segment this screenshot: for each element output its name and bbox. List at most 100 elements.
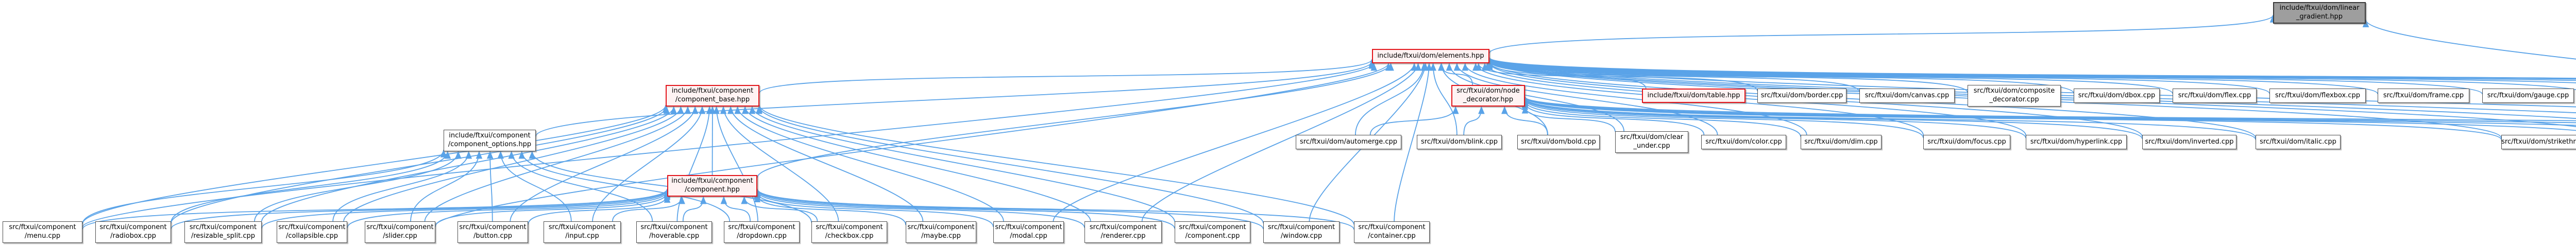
- graph-node-button_cpp[interactable]: src/ftxui/component/button.cpp: [457, 221, 528, 243]
- graph-node-label: include/ftxui/dom/table.hpp: [1647, 91, 1740, 99]
- graph-node-label: src/ftxui/component: [728, 223, 795, 232]
- graph-node-label: src/ftxui/dom/gauge.cpp: [2487, 91, 2569, 99]
- graph-node-component_base_hpp[interactable]: include/ftxui/component/component_base.h…: [666, 85, 759, 107]
- graph-node-label: src/ftxui/component: [99, 223, 167, 232]
- edge-node_decorator_hpp-to-elements_hpp: [1437, 63, 1473, 85]
- graph-node-label: /modal.cpp: [1010, 232, 1047, 240]
- graph-node-composite_decorator_cpp[interactable]: src/ftxui/dom/composite _decorator.cpp: [1968, 85, 2061, 107]
- graph-node-frame_cpp[interactable]: src/ftxui/dom/frame.cpp: [2378, 89, 2469, 103]
- edge-modal_cpp-to-component_base_hpp: [734, 106, 1004, 222]
- graph-node-canvas_cpp[interactable]: src/ftxui/dom/canvas.cpp: [1859, 89, 1955, 103]
- graph-node-node_decorator_hpp[interactable]: src/ftxui/dom/node _decorator.hpp: [1451, 85, 1525, 107]
- graph-node-label: include/ftxui/dom/elements.hpp: [1377, 51, 1484, 60]
- graph-node-label: src/ftxui/dom/flexbox.cpp: [2275, 91, 2360, 99]
- graph-node-label: src/ftxui/dom/inverted.cpp: [2145, 137, 2234, 146]
- graph-node-label: src/ftxui/component: [1089, 223, 1157, 232]
- graph-node-modal_cpp[interactable]: src/ftxui/component/modal.cpp: [993, 221, 1064, 243]
- graph-node-hyperlink_cpp[interactable]: src/ftxui/dom/hyperlink.cpp: [2026, 135, 2127, 149]
- graph-node-border_cpp[interactable]: src/ftxui/dom/border.cpp: [1757, 89, 1846, 103]
- graph-node-focus_cpp[interactable]: src/ftxui/dom/focus.cpp: [1923, 135, 2010, 149]
- graph-node-elements_hpp[interactable]: include/ftxui/dom/elements.hpp: [1372, 49, 1489, 63]
- graph-node-inverted_cpp[interactable]: src/ftxui/dom/inverted.cpp: [2142, 135, 2236, 149]
- edge-linear_gradient_cpp-to-node_decorator_hpp: [1522, 96, 2576, 121]
- graph-node-lg_hpp[interactable]: include/ftxui/dom/linear _gradient.hpp: [2273, 2, 2366, 24]
- graph-node-label: src/ftxui/component: [459, 223, 527, 232]
- graph-node-blink_cpp[interactable]: src/ftxui/dom/blink.cpp: [1417, 135, 1502, 149]
- graph-node-input_cpp[interactable]: src/ftxui/component/input.cpp: [544, 221, 621, 243]
- graph-node-dim_cpp[interactable]: src/ftxui/dom/dim.cpp: [1801, 135, 1882, 149]
- graph-node-dropdown_cpp[interactable]: src/ftxui/component/dropdown.cpp: [724, 221, 800, 243]
- edge-strikethrough_cpp-to-node_decorator_hpp: [1522, 97, 2502, 140]
- graph-node-component_hpp[interactable]: include/ftxui/component/component.hpp: [667, 175, 757, 197]
- edge-component_cpp-to-component_hpp: [754, 189, 1175, 229]
- graph-node-label: src/ftxui/component: [1267, 223, 1335, 232]
- edge-maybe_cpp-to-component_hpp: [754, 194, 906, 225]
- graph-node-window_cpp[interactable]: src/ftxui/component/window.cpp: [1263, 221, 1340, 243]
- graph-node-flexbox_cpp[interactable]: src/ftxui/dom/flexbox.cpp: [2269, 89, 2366, 103]
- edge-button_cpp-to-component_hpp: [528, 195, 671, 225]
- graph-node-gauge_cpp[interactable]: src/ftxui/dom/gauge.cpp: [2482, 89, 2574, 103]
- edge-renderer_cpp-to-component_base_hpp: [741, 106, 1091, 222]
- graph-node-bold_cpp[interactable]: src/ftxui/dom/bold.cpp: [1517, 135, 1600, 149]
- graph-node-label: /component_base.hpp: [675, 96, 750, 103]
- edge-selection_style_cpp-to-node_decorator_hpp: [1522, 96, 2576, 124]
- graph-node-container_cpp[interactable]: src/ftxui/component/container.cpp: [1354, 221, 1430, 243]
- graph-node-color_cpp[interactable]: src/ftxui/dom/color.cpp: [1701, 135, 1786, 149]
- graph-node-resizable_split_cpp[interactable]: src/ftxui/component/resizable_split.cpp: [184, 221, 262, 243]
- graph-node-label: /component.hpp: [685, 186, 740, 194]
- graph-node-dbox_cpp[interactable]: src/ftxui/dom/dbox.cpp: [2074, 89, 2160, 103]
- graph-node-label: src/ftxui/component: [907, 223, 975, 232]
- graph-node-flex_cpp[interactable]: src/ftxui/dom/flex.cpp: [2173, 89, 2257, 103]
- edge-dim_cpp-to-node_decorator_hpp: [1521, 100, 1801, 137]
- graph-node-slider_cpp[interactable]: src/ftxui/component/slider.cpp: [365, 221, 435, 243]
- edge-resizable_split_cpp-to-component_hpp: [261, 189, 671, 229]
- graph-node-automerge_cpp[interactable]: src/ftxui/dom/automerge.cpp: [1296, 135, 1401, 149]
- edge-renderer_cpp-to-elements_hpp: [1141, 63, 1421, 222]
- graph-node-component_options_hpp[interactable]: include/ftxui/component/component_option…: [444, 130, 536, 151]
- graph-node-label: src/ftxui/dom/composite: [1973, 87, 2055, 95]
- graph-node-label: src/ftxui/component: [640, 223, 708, 232]
- graph-node-label: src/ftxui/component: [278, 223, 346, 232]
- graph-node-label: /collapsible.cpp: [286, 232, 338, 240]
- graph-node-label: src/ftxui/component: [548, 223, 616, 232]
- graph-node-label: /window.cpp: [1280, 232, 1323, 240]
- edge-linear_gradient_cpp-to-lg_hpp: [2363, 19, 2576, 60]
- graph-node-menu_cpp[interactable]: src/ftxui/component/menu.cpp: [3, 221, 82, 243]
- graph-node-hoverable_cpp[interactable]: src/ftxui/component/hoverable.cpp: [636, 221, 712, 243]
- edge-dropdown_cpp-to-component_base_hpp: [713, 106, 758, 222]
- edge-component_base_hpp-to-elements_hpp: [759, 59, 1375, 94]
- edge-dim_cpp-to-elements_hpp: [1462, 63, 1807, 135]
- graph-node-label: /container.cpp: [1368, 232, 1416, 240]
- edge-underlined_double_cpp-to-node_decorator_hpp: [1522, 96, 2576, 126]
- edge-menu_cpp-to-component_base_hpp: [82, 104, 669, 224]
- edge-reflect_cpp-to-elements_hpp: [1486, 57, 2576, 79]
- graph-node-radiobox_cpp[interactable]: src/ftxui/component/radiobox.cpp: [95, 221, 171, 243]
- graph-node-clear_under_cpp[interactable]: src/ftxui/dom/clear _under.cpp: [1615, 131, 1688, 153]
- graph-node-label: src/ftxui/dom/dbox.cpp: [2078, 91, 2156, 99]
- graph-node-maybe_cpp[interactable]: src/ftxui/component/maybe.cpp: [906, 221, 976, 243]
- edge-menu_cpp-to-component_options_hpp: [82, 149, 447, 224]
- graph-node-label: /resizable_split.cpp: [191, 232, 256, 240]
- graph-node-label: /hoverable.cpp: [649, 232, 700, 240]
- edge-color_cpp-to-elements_hpp: [1453, 63, 1718, 135]
- edge-hoverable_cpp-to-component_hpp: [682, 196, 707, 222]
- edge-container_cpp-to-component_hpp: [754, 188, 1354, 230]
- edge-collapsible_cpp-to-component_hpp: [347, 190, 671, 229]
- graph-node-label: include/ftxui/component: [449, 132, 531, 140]
- edge-blink_cpp-to-elements_hpp: [1430, 63, 1458, 135]
- graph-node-label: /menu.cpp: [24, 232, 61, 240]
- graph-node-collapsible_cpp[interactable]: src/ftxui/component/collapsible.cpp: [277, 221, 347, 243]
- graph-node-label: src/ftxui/dom/blink.cpp: [1420, 137, 1498, 146]
- graph-node-table_hpp[interactable]: include/ftxui/dom/table.hpp: [1642, 89, 1745, 103]
- graph-node-italic_cpp[interactable]: src/ftxui/dom/italic.cpp: [2256, 135, 2341, 149]
- graph-node-label: src/ftxui/component: [995, 223, 1062, 232]
- graph-node-strikethrough_cpp[interactable]: src/ftxui/dom/strikethrough.cpp: [2501, 135, 2576, 149]
- graph-node-label: include/ftxui/component: [671, 177, 753, 185]
- edge-automerge_cpp-to-node_decorator_hpp: [1369, 106, 1459, 135]
- graph-node-renderer_cpp[interactable]: src/ftxui/component/renderer.cpp: [1084, 221, 1162, 243]
- graph-node-label: src/ftxui/dom/italic.cpp: [2260, 137, 2336, 146]
- graph-node-component_cpp[interactable]: src/ftxui/component/component.cpp: [1175, 221, 1250, 243]
- edge-collapsible_cpp-to-component_options_hpp: [332, 151, 472, 222]
- graph-node-checkbox_cpp[interactable]: src/ftxui/component/checkbox.cpp: [811, 221, 887, 243]
